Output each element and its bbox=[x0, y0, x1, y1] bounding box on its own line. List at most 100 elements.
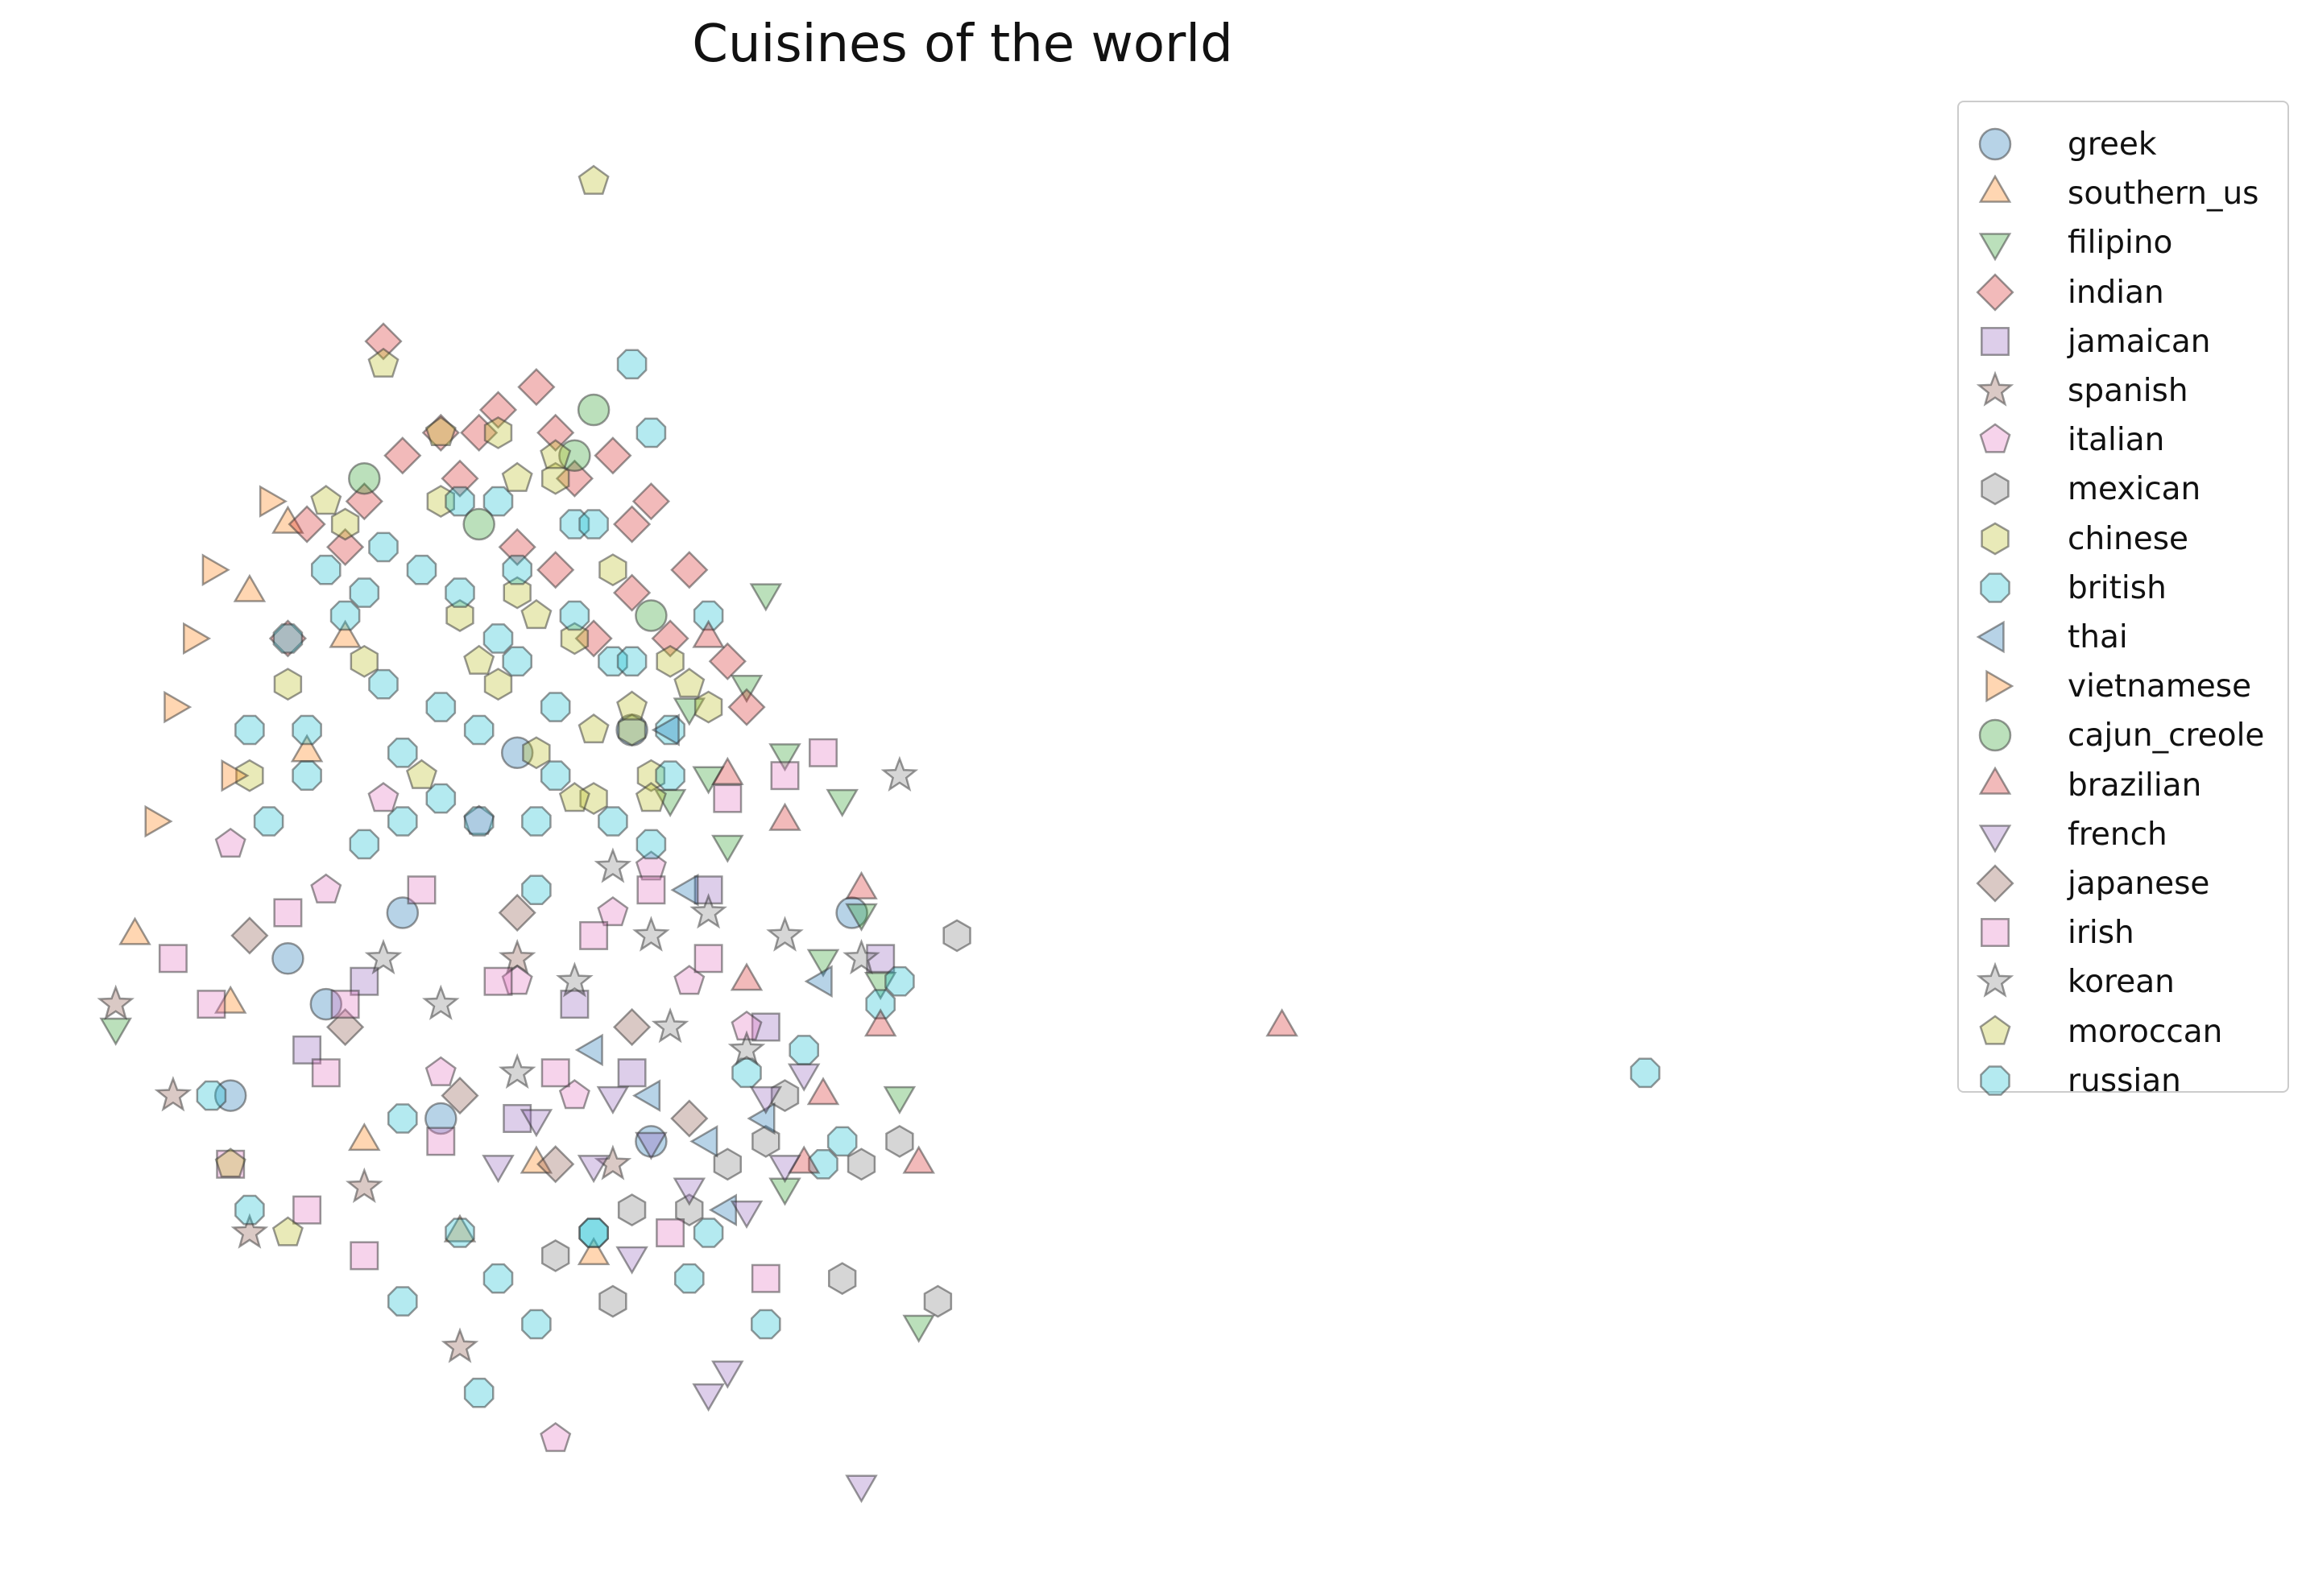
series-thai bbox=[574, 713, 833, 1226]
data-point bbox=[750, 1309, 781, 1340]
data-point bbox=[498, 893, 536, 932]
legend-item-vietnamese: vietnamese bbox=[1959, 662, 2287, 710]
series-british bbox=[196, 349, 896, 1294]
data-point bbox=[330, 990, 360, 1019]
legend-item-japanese: japanese bbox=[1959, 859, 2287, 908]
legend-marker-pentagon-icon bbox=[1979, 1015, 2011, 1045]
series-russian bbox=[234, 417, 1661, 1408]
data-point bbox=[693, 875, 723, 905]
data-point bbox=[387, 806, 418, 837]
data-point bbox=[766, 916, 804, 952]
data-point bbox=[578, 164, 610, 195]
data-point bbox=[768, 743, 801, 772]
data-point bbox=[424, 1056, 457, 1086]
data-point bbox=[635, 829, 667, 860]
legend-item-indian: indian bbox=[1959, 268, 2287, 316]
data-point bbox=[271, 505, 304, 534]
data-point bbox=[463, 714, 495, 746]
data-point bbox=[768, 1177, 801, 1206]
data-point bbox=[635, 782, 667, 812]
data-point bbox=[441, 1076, 479, 1115]
data-point bbox=[346, 1167, 383, 1203]
data-point bbox=[632, 916, 670, 952]
data-point bbox=[196, 1080, 227, 1111]
data-point bbox=[364, 938, 403, 975]
data-point bbox=[540, 439, 572, 469]
data-point bbox=[598, 1284, 627, 1318]
legend-marker-circle-icon bbox=[1978, 127, 2012, 161]
data-point bbox=[635, 1131, 668, 1160]
legend-marker-star-icon bbox=[1976, 370, 2014, 407]
series-french bbox=[482, 1063, 878, 1503]
data-point bbox=[577, 1237, 611, 1266]
data-point bbox=[368, 531, 399, 563]
data-point bbox=[536, 1145, 575, 1184]
series-mexican bbox=[541, 919, 971, 1318]
data-point bbox=[233, 573, 267, 602]
data-point bbox=[558, 782, 590, 812]
data-point bbox=[842, 938, 880, 975]
data-point bbox=[693, 690, 723, 724]
data-point bbox=[445, 577, 475, 608]
data-point bbox=[387, 1103, 418, 1134]
data-point bbox=[579, 920, 609, 950]
data-point bbox=[383, 436, 422, 475]
data-point bbox=[594, 1144, 632, 1180]
data-point bbox=[579, 782, 608, 816]
data-point bbox=[1629, 1057, 1661, 1089]
data-point bbox=[349, 829, 380, 860]
data-point bbox=[804, 965, 833, 998]
data-point bbox=[692, 1383, 725, 1412]
data-point bbox=[271, 942, 304, 975]
data-point bbox=[99, 1017, 132, 1046]
data-point bbox=[540, 1421, 572, 1453]
legend: greek southern_us filipino indian jamaican sp… bbox=[1957, 101, 2289, 1099]
data-point bbox=[902, 1145, 935, 1174]
legend-item-french: french bbox=[1959, 810, 2287, 858]
chart-title: Cuisines of the world bbox=[692, 14, 1233, 74]
legend-marker-triangle-left-icon bbox=[1976, 620, 2005, 654]
data-point bbox=[731, 1057, 762, 1089]
data-point bbox=[635, 599, 668, 632]
legend-item-italian: italian bbox=[1959, 416, 2287, 464]
data-point bbox=[522, 736, 551, 770]
legend-label: french bbox=[2068, 816, 2167, 853]
data-point bbox=[158, 944, 188, 974]
data-point bbox=[730, 962, 764, 991]
legend-label: russian bbox=[2068, 1062, 2181, 1099]
data-point bbox=[521, 874, 552, 905]
data-point bbox=[348, 1123, 381, 1152]
data-point bbox=[826, 1126, 858, 1157]
legend-item-cajun_creole: cajun_creole bbox=[1959, 711, 2287, 759]
legend-marker-square-icon bbox=[1981, 918, 2010, 948]
data-point bbox=[880, 755, 919, 792]
data-point bbox=[367, 347, 400, 378]
data-point bbox=[612, 505, 652, 544]
data-point bbox=[445, 1218, 475, 1248]
legend-label: british bbox=[2068, 569, 2167, 606]
data-point bbox=[673, 697, 706, 726]
data-point bbox=[292, 714, 322, 746]
legend-item-southern_us: southern_us bbox=[1959, 169, 2287, 217]
data-point bbox=[310, 485, 342, 515]
data-point bbox=[482, 486, 514, 517]
legend-item-spanish: spanish bbox=[1959, 366, 2287, 415]
data-point bbox=[559, 600, 590, 631]
data-point bbox=[670, 1099, 709, 1138]
data-point bbox=[387, 737, 418, 768]
legend-marker-star-icon bbox=[1976, 961, 2014, 999]
data-point bbox=[482, 1155, 515, 1184]
data-point bbox=[540, 760, 571, 792]
data-point bbox=[330, 507, 360, 541]
data-point bbox=[350, 644, 379, 678]
data-point bbox=[656, 1218, 685, 1247]
legend-marker-triangle-right-icon bbox=[1985, 669, 2014, 703]
data-point bbox=[350, 1241, 379, 1271]
data-point bbox=[441, 459, 479, 498]
series-brazilian bbox=[692, 619, 1298, 1174]
data-point bbox=[482, 1263, 514, 1294]
data-point bbox=[711, 834, 744, 863]
series-irish bbox=[158, 738, 838, 1293]
data-point bbox=[751, 1263, 780, 1293]
data-point bbox=[845, 1474, 878, 1503]
